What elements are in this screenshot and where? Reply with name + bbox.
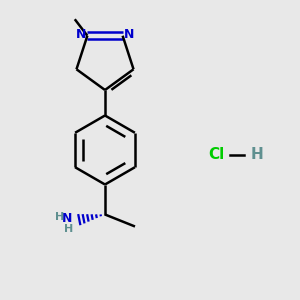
- Text: H: H: [250, 147, 263, 162]
- Text: N: N: [76, 28, 86, 41]
- Text: H: H: [55, 212, 64, 223]
- Text: N: N: [124, 28, 134, 41]
- Text: Cl: Cl: [208, 147, 224, 162]
- Text: N: N: [62, 212, 73, 226]
- Text: H: H: [64, 224, 74, 235]
